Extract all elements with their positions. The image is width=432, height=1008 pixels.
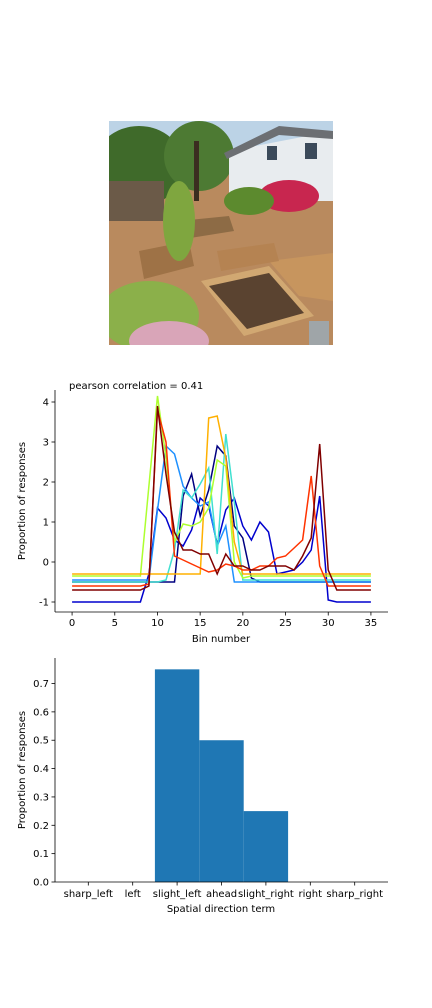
y-tick-label: 0.4 bbox=[33, 764, 49, 775]
bar-chart-y-label: Proportion of responses bbox=[17, 711, 28, 829]
line-chart: pearson correlation = 0.41 -1 0 1 2 3 4 0 5 10 1… bbox=[17, 381, 388, 645]
x-tick-label: 35 bbox=[365, 618, 378, 629]
x-tick-label: 5 bbox=[112, 618, 118, 629]
bar-chart-bars bbox=[154, 669, 289, 882]
line-chart-series-group bbox=[72, 395, 371, 603]
line-chart-y-ticks: -1 0 1 2 3 4 bbox=[39, 398, 55, 609]
y-tick-label: 0 bbox=[43, 558, 49, 569]
bar-chart-x-label: Spatial direction term bbox=[167, 904, 275, 915]
y-tick-label: 0.1 bbox=[33, 849, 49, 860]
garden-photo-graphic bbox=[109, 121, 333, 345]
line-chart-x-label: Bin number bbox=[192, 634, 251, 645]
y-tick-label: 0.0 bbox=[33, 878, 49, 889]
y-tick-label: 2 bbox=[43, 478, 49, 489]
y-tick-label: 0.7 bbox=[33, 679, 49, 690]
x-tick-label: ahead bbox=[206, 889, 237, 900]
y-tick-label: 0.3 bbox=[33, 792, 49, 803]
y-tick-label: 0.2 bbox=[33, 821, 49, 832]
bar-slight_right bbox=[243, 811, 289, 882]
y-tick-label: 0.6 bbox=[33, 707, 49, 718]
line-series-2 bbox=[72, 444, 371, 583]
x-tick-label: 25 bbox=[279, 618, 292, 629]
x-tick-label: 10 bbox=[151, 618, 164, 629]
line-series-3 bbox=[72, 433, 371, 583]
line-series-5 bbox=[72, 415, 371, 575]
garden-photo bbox=[109, 121, 333, 345]
y-tick-label: 4 bbox=[43, 398, 49, 409]
x-tick-label: sharp_left bbox=[64, 889, 113, 900]
line-series-7 bbox=[72, 405, 371, 591]
x-tick-label: 0 bbox=[69, 618, 75, 629]
x-tick-label: slight_right bbox=[238, 889, 294, 900]
bar-chart-y-ticks: 0.0 0.1 0.2 0.3 0.4 0.5 0.6 0.7 bbox=[33, 679, 55, 889]
x-tick-label: 30 bbox=[322, 618, 335, 629]
x-tick-label: 15 bbox=[194, 618, 207, 629]
bar-chart-x-ticks: sharp_left left slight_left ahead slight_rig… bbox=[64, 882, 383, 900]
line-series-4 bbox=[72, 395, 371, 579]
line-series-6 bbox=[72, 409, 371, 587]
x-tick-label: left bbox=[125, 889, 141, 900]
bar-slight_left bbox=[154, 669, 200, 882]
line-chart-title: pearson correlation = 0.41 bbox=[69, 381, 203, 392]
y-tick-label: 1 bbox=[43, 518, 49, 529]
line-series-1 bbox=[72, 444, 371, 583]
x-tick-label: right bbox=[299, 889, 323, 900]
x-tick-label: 20 bbox=[236, 618, 249, 629]
line-chart-x-ticks: 0 5 10 15 20 25 30 35 bbox=[69, 612, 377, 629]
x-tick-label: slight_left bbox=[153, 889, 202, 900]
line-chart-y-label: Proportion of responses bbox=[17, 442, 28, 560]
line-series-0 bbox=[72, 495, 371, 603]
bar-ahead bbox=[199, 740, 244, 882]
y-tick-label: 0.5 bbox=[33, 736, 49, 747]
bar-chart: 0.00.10.20.30.40.50.60.7 sharp_left left s… bbox=[17, 658, 388, 915]
y-tick-label: -1 bbox=[39, 598, 49, 609]
x-tick-label: sharp_right bbox=[326, 889, 383, 900]
y-tick-label: 3 bbox=[43, 438, 49, 449]
